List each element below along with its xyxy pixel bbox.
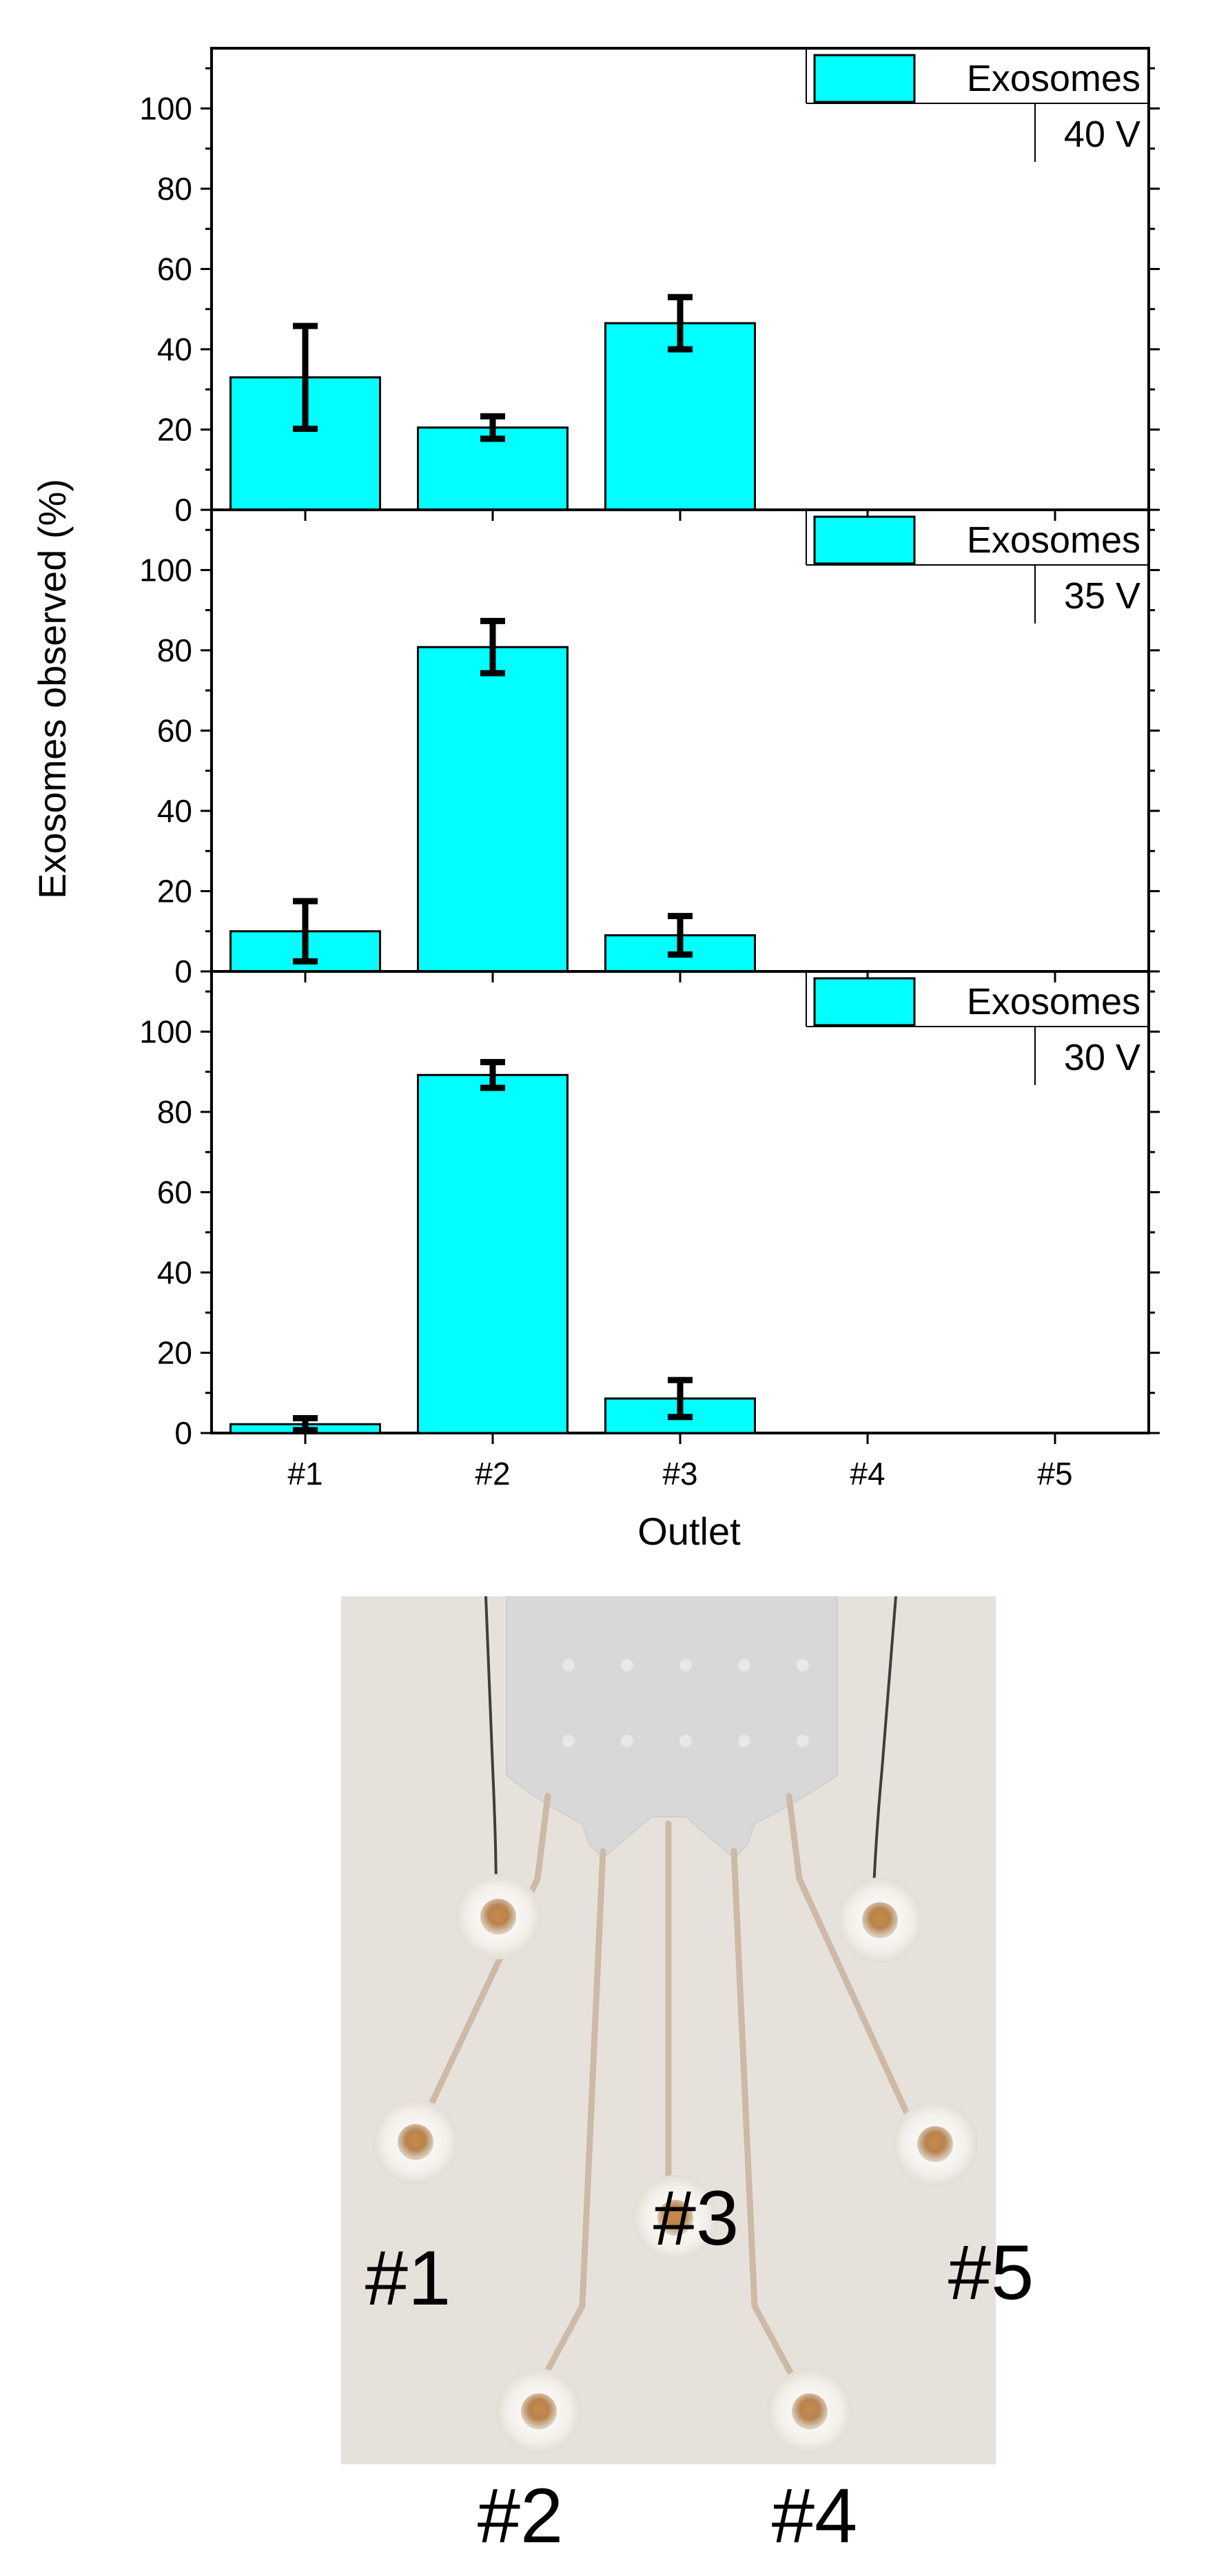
legend-label: Exosomes bbox=[967, 981, 1140, 1022]
stacked-bar-chart: 0 20 40 60 80 100 Exosomes 40 V 0 20 40 60 80 100 Exos… bbox=[30, 47, 1160, 1553]
panel-2: 0 20 40 60 80 100 Exosomes 35 V bbox=[139, 508, 1160, 989]
y-tick-label: 0 bbox=[174, 1415, 192, 1451]
outlet-wells bbox=[373, 1874, 978, 2454]
microfluidic-device-photo bbox=[341, 1596, 996, 2464]
y-tick-label: 0 bbox=[174, 492, 192, 528]
y-tick-label: 80 bbox=[157, 1094, 192, 1130]
y-tick-label: 60 bbox=[157, 712, 192, 748]
plot-frame bbox=[210, 508, 1150, 973]
legend-label: Exosomes bbox=[967, 519, 1140, 561]
plot-frame bbox=[210, 970, 1150, 1434]
y-tick-label: 20 bbox=[157, 873, 192, 909]
outlet-channels bbox=[420, 1793, 917, 2399]
y-axis-title: Exosomes observed (%) bbox=[30, 479, 74, 899]
x-axis-title: Outlet bbox=[637, 1509, 741, 1553]
condition-label: 30 V bbox=[1064, 1037, 1140, 1078]
y-tick-label: 40 bbox=[157, 1255, 192, 1290]
y-tick-label: 80 bbox=[157, 171, 192, 207]
electrode-wires bbox=[484, 1596, 897, 1907]
condition-label: 40 V bbox=[1064, 114, 1140, 155]
y-tick-label: 100 bbox=[139, 90, 192, 126]
chamber-dots bbox=[562, 1659, 809, 1747]
x-tick-label: #5 bbox=[1037, 1456, 1072, 1492]
y-tick-label: 60 bbox=[157, 251, 192, 287]
x-tick-label: #2 bbox=[475, 1456, 510, 1492]
legend-swatch bbox=[813, 977, 916, 1027]
x-tick-label: #3 bbox=[662, 1456, 697, 1492]
condition-label: 35 V bbox=[1064, 575, 1140, 617]
separation-chamber bbox=[506, 1596, 838, 1859]
x-tick-label: #1 bbox=[287, 1456, 323, 1492]
x-tick-label: #4 bbox=[850, 1456, 885, 1492]
bar-#3 bbox=[604, 322, 756, 511]
panel-3: 0 20 40 60 80 100 Exosomes 30 V bbox=[139, 970, 1160, 1451]
y-tick-label: 80 bbox=[157, 632, 192, 668]
y-tick-label: 20 bbox=[157, 411, 192, 447]
y-tick-label: 0 bbox=[174, 954, 192, 989]
legend-label: Exosomes bbox=[967, 58, 1140, 99]
y-tick-label: 20 bbox=[157, 1335, 192, 1370]
outlet-label-2: #2 bbox=[478, 2473, 564, 2559]
outlet-label-4: #4 bbox=[772, 2473, 858, 2559]
y-tick-label: 100 bbox=[139, 1013, 192, 1049]
legend-swatch bbox=[813, 515, 916, 565]
bar-#2 bbox=[417, 646, 569, 973]
panel-1: 0 20 40 60 80 100 Exosomes 40 V bbox=[139, 47, 1160, 528]
y-tick-label: 40 bbox=[157, 331, 192, 367]
bar-#2 bbox=[417, 1073, 569, 1434]
y-tick-label: 100 bbox=[139, 552, 192, 588]
y-tick-label: 40 bbox=[157, 793, 192, 829]
legend-swatch bbox=[813, 54, 916, 103]
y-tick-label: 60 bbox=[157, 1174, 192, 1210]
